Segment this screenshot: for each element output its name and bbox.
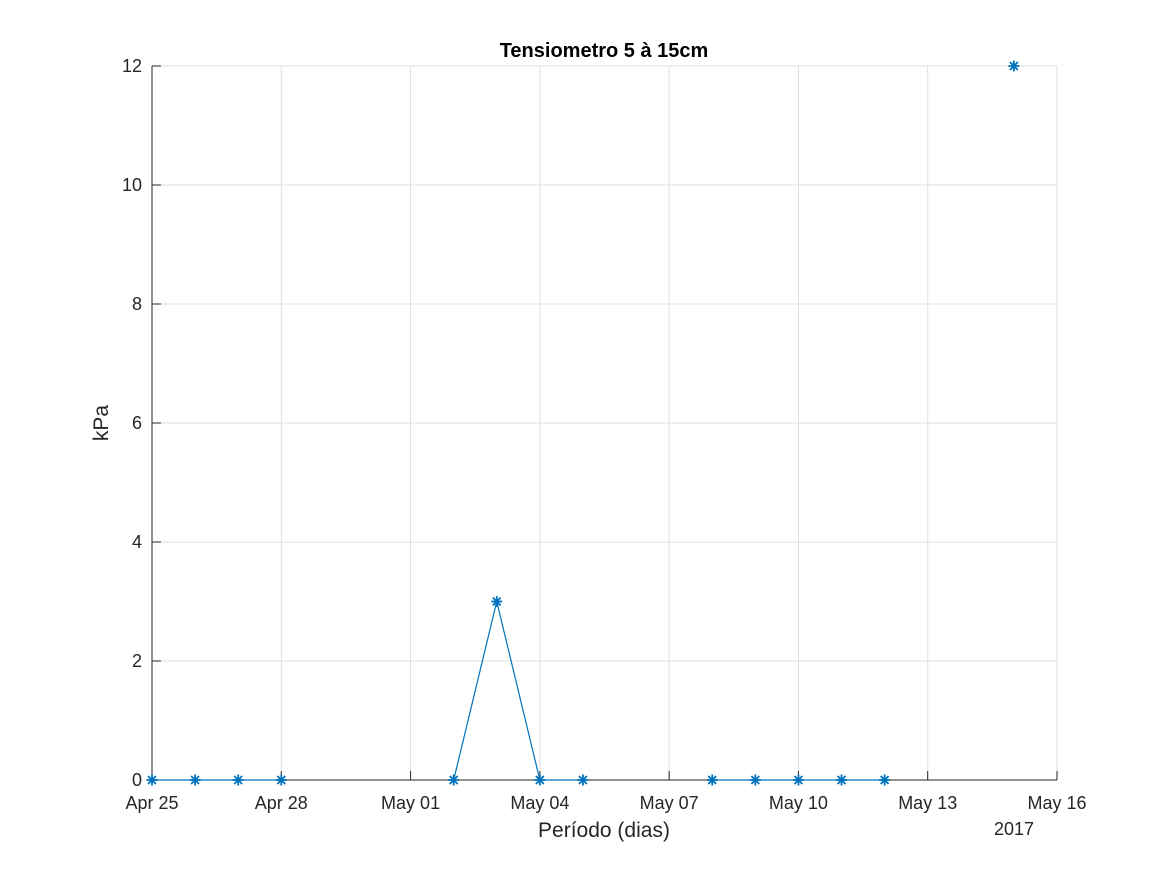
- data-point-marker: [448, 774, 460, 786]
- data-point-marker: [275, 774, 287, 786]
- x-tick-label: May 10: [769, 793, 828, 813]
- data-point-marker: [232, 774, 244, 786]
- data-point-marker: [749, 774, 761, 786]
- x-tick-label: Apr 28: [255, 793, 308, 813]
- data-point-marker: [577, 774, 589, 786]
- data-series: [146, 60, 1020, 786]
- data-point-marker: [836, 774, 848, 786]
- x-axis-label: Período (dias): [538, 819, 670, 842]
- data-point-marker: [146, 774, 158, 786]
- y-tick-label: 4: [132, 532, 142, 552]
- data-point-marker: [706, 774, 718, 786]
- y-tick-label: 0: [132, 770, 142, 790]
- chart-title: Tensiometro 5 à 15cm: [500, 40, 709, 62]
- y-tick-label: 8: [132, 294, 142, 314]
- x-tick-label: May 04: [510, 793, 569, 813]
- y-tick-label: 6: [132, 413, 142, 433]
- data-point-marker: [1008, 60, 1020, 72]
- tick-labels: Apr 25 Apr 28 May 01 May 04 May 07 May 10 May …: [122, 56, 1087, 813]
- data-point-marker: [534, 774, 546, 786]
- year-label: 2017: [994, 819, 1034, 839]
- x-tick-label: May 13: [898, 793, 957, 813]
- x-tick-label: May 07: [640, 793, 699, 813]
- x-tick-label: May 16: [1027, 793, 1086, 813]
- y-tick-label: 10: [122, 175, 142, 195]
- data-point-marker: [879, 774, 891, 786]
- data-point-marker: [189, 774, 201, 786]
- x-tick-label: Apr 25: [125, 793, 178, 813]
- data-point-marker: [491, 596, 503, 607]
- y-axis-label: kPa: [90, 405, 113, 442]
- y-tick-label: 12: [122, 56, 142, 76]
- x-tick-label: May 01: [381, 793, 440, 813]
- series-line-segment: [453, 601, 583, 781]
- y-tick-label: 2: [132, 651, 142, 671]
- data-point-marker: [792, 774, 804, 786]
